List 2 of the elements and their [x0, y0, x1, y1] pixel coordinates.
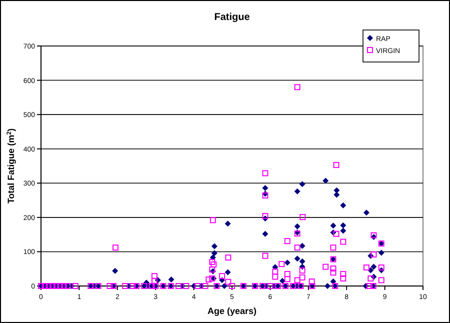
chart-title: Fatigue: [214, 12, 250, 23]
x-axis-title: Age (years): [207, 306, 257, 316]
